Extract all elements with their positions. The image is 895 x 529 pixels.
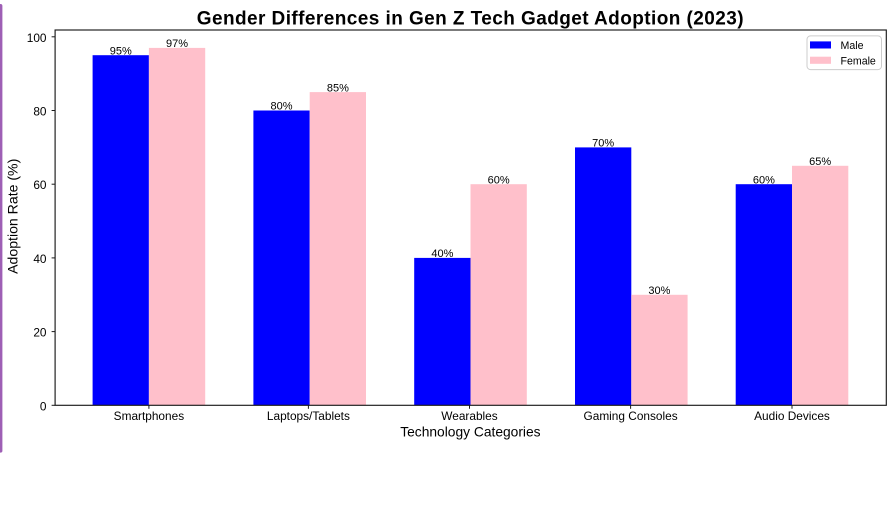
svg-text:30%: 30% [648, 285, 670, 297]
svg-text:60%: 60% [488, 174, 510, 186]
svg-text:65%: 65% [809, 156, 831, 168]
svg-text:40: 40 [33, 252, 47, 266]
svg-text:Gender Differences in Gen Z Te: Gender Differences in Gen Z Tech Gadget … [197, 9, 744, 30]
svg-text:40%: 40% [431, 248, 453, 260]
svg-text:0: 0 [40, 399, 47, 413]
svg-text:Adoption Rate (%): Adoption Rate (%) [5, 159, 21, 274]
svg-text:Smartphones: Smartphones [114, 409, 185, 423]
svg-text:60%: 60% [753, 174, 775, 186]
svg-text:97%: 97% [166, 38, 188, 50]
svg-text:80%: 80% [271, 101, 293, 113]
svg-text:Female: Female [841, 55, 876, 67]
svg-text:Audio Devices: Audio Devices [754, 409, 830, 423]
svg-text:70%: 70% [592, 138, 614, 150]
svg-text:60: 60 [33, 178, 47, 192]
svg-text:Technology Categories: Technology Categories [400, 424, 540, 439]
svg-text:95%: 95% [110, 45, 132, 57]
svg-text:Male: Male [841, 40, 864, 52]
svg-text:85%: 85% [327, 82, 349, 94]
svg-text:Wearables: Wearables [441, 409, 497, 423]
svg-text:100: 100 [27, 31, 47, 45]
svg-text:Laptops/Tablets: Laptops/Tablets [267, 409, 350, 423]
svg-text:20: 20 [33, 326, 47, 340]
svg-text:Gaming Consoles: Gaming Consoles [584, 409, 678, 423]
svg-text:80: 80 [33, 105, 47, 119]
